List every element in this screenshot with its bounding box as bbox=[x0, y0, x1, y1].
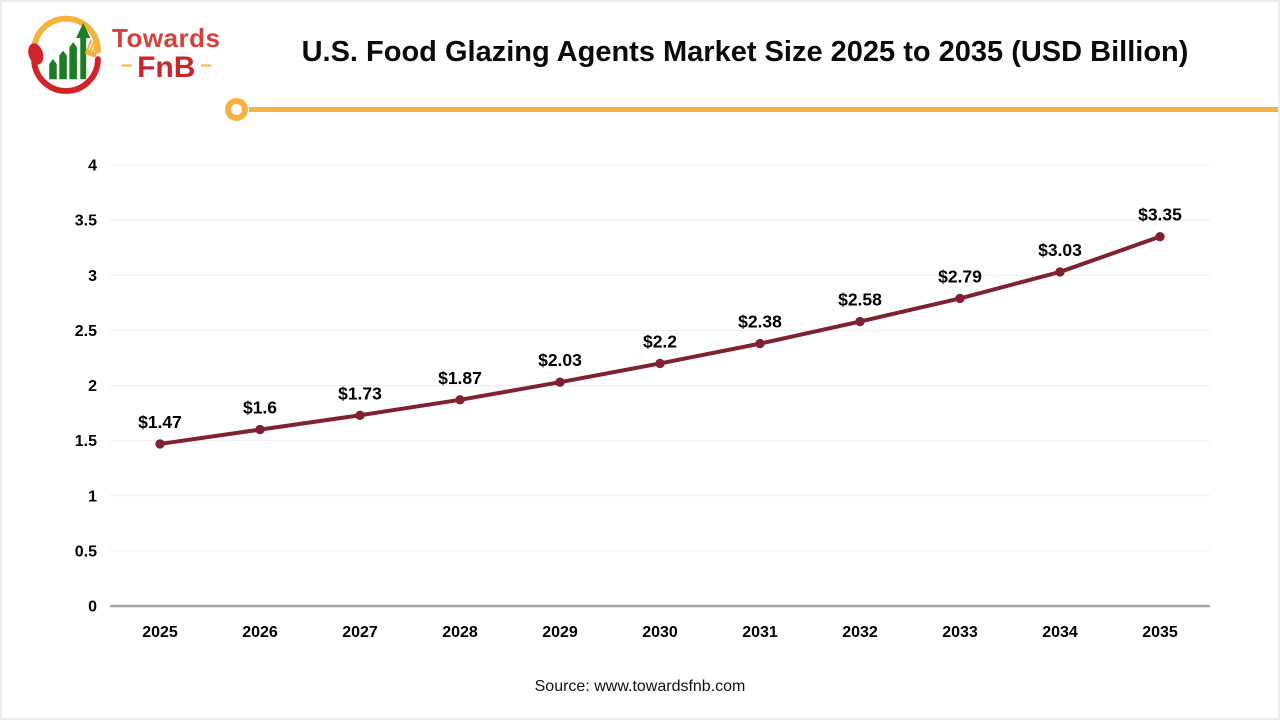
divider-line bbox=[249, 107, 1278, 112]
x-axis-tick-label: 2032 bbox=[842, 624, 878, 641]
x-axis-tick-label: 2031 bbox=[742, 624, 778, 641]
data-point bbox=[655, 358, 665, 369]
data-point bbox=[455, 395, 465, 405]
data-point bbox=[355, 410, 365, 420]
data-point bbox=[955, 293, 965, 304]
x-axis-tick-label: 2035 bbox=[1142, 624, 1178, 641]
data-point-label: $2.38 bbox=[738, 312, 782, 332]
brand-name-bottom: – FnB – bbox=[121, 52, 212, 84]
x-axis-tick-label: 2030 bbox=[642, 624, 678, 641]
x-axis-tick-label: 2027 bbox=[342, 624, 378, 641]
data-point bbox=[855, 316, 865, 327]
brand-dash-right: – bbox=[200, 54, 212, 77]
x-axis-tick-label: 2033 bbox=[942, 624, 978, 641]
data-point-label: $1.87 bbox=[438, 368, 482, 388]
y-axis-tick-label: 4 bbox=[88, 158, 97, 175]
y-axis-tick-label: 2.5 bbox=[75, 323, 97, 340]
x-axis-tick-label: 2029 bbox=[542, 624, 578, 641]
data-point-label: $3.03 bbox=[1038, 240, 1082, 260]
y-axis-tick-label: 0 bbox=[88, 599, 97, 616]
y-axis-tick-label: 0.5 bbox=[75, 543, 97, 560]
towards-fnb-logo: Towards – FnB – bbox=[24, 12, 220, 96]
data-point-label: $1.6 bbox=[243, 398, 277, 418]
brand-name-top: Towards bbox=[112, 22, 221, 53]
y-axis-tick-label: 3 bbox=[88, 268, 97, 285]
data-point-label: $2.03 bbox=[538, 350, 582, 370]
data-point bbox=[755, 338, 765, 349]
divider-ring-icon bbox=[225, 98, 248, 121]
source-note: Source: www.towardsfnb.com bbox=[534, 678, 746, 695]
data-point-label: $1.47 bbox=[138, 412, 182, 432]
data-point bbox=[155, 439, 165, 449]
towards-fnb-logo-icon bbox=[24, 12, 108, 96]
data-point-label: $2.58 bbox=[838, 290, 882, 310]
y-axis-tick-label: 3.5 bbox=[75, 213, 97, 230]
data-point-label: $2.79 bbox=[938, 266, 982, 286]
brand-text: Towards – FnB – bbox=[112, 22, 221, 84]
x-axis-tick-label: 2034 bbox=[1042, 624, 1078, 641]
data-point-label: $1.73 bbox=[338, 383, 382, 403]
x-axis-tick-label: 2028 bbox=[442, 624, 478, 641]
y-axis-tick-label: 1.5 bbox=[75, 433, 97, 450]
brand-dash-left: – bbox=[120, 54, 133, 77]
data-point-label: $2.2 bbox=[643, 331, 677, 351]
y-axis-tick-label: 2 bbox=[88, 378, 97, 395]
data-point bbox=[555, 377, 565, 387]
data-point bbox=[255, 424, 265, 435]
data-point bbox=[1155, 231, 1165, 242]
x-axis-tick-label: 2025 bbox=[142, 624, 178, 641]
brand-name-fnb: FnB bbox=[137, 50, 196, 84]
y-axis-tick-label: 1 bbox=[88, 488, 97, 505]
data-point-label: $3.35 bbox=[1138, 205, 1182, 225]
data-point bbox=[1055, 267, 1065, 277]
page-title: U.S. Food Glazing Agents Market Size 202… bbox=[301, 36, 1189, 68]
x-axis-tick-label: 2026 bbox=[242, 624, 278, 641]
